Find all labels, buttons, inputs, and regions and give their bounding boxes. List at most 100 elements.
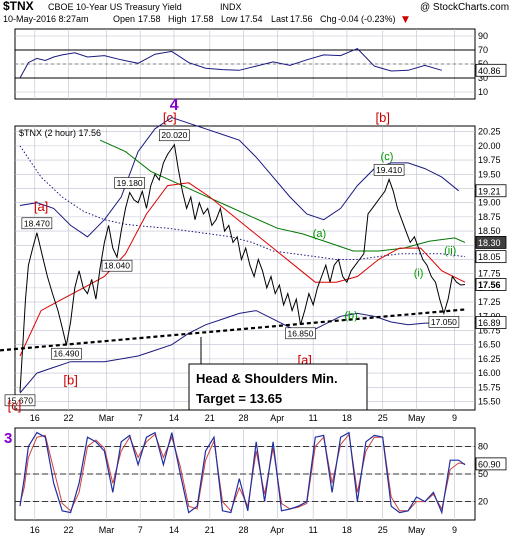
price-xtick-label: 18 [342, 413, 352, 423]
annotation-line-2: Target = 13.65 [196, 391, 282, 406]
stoch-xtick-label: 9 [452, 525, 457, 535]
price-xtick-label: Mar [99, 413, 115, 423]
annotation-line-1: Head & Shoulders Min. [196, 371, 338, 386]
stoch-xtick-label: 14 [169, 525, 179, 535]
last-label: Last [271, 14, 289, 24]
price-ytick-label: 20.25 [478, 127, 501, 137]
rsi-last-value: 40.86 [478, 66, 501, 76]
price-ytick-label: 20.00 [478, 141, 501, 151]
price-layer: 20.2520.0019.7519.5019.2519.0018.7518.50… [0, 110, 507, 423]
high-value: 17.58 [191, 14, 214, 24]
price-label-box [21, 217, 53, 230]
stoch-xtick-label: 28 [239, 525, 249, 535]
stoch-slow-line [19, 433, 466, 512]
stoch-xtick-label: 11 [308, 525, 317, 535]
wave-label: (ii) [444, 245, 456, 257]
wave-label: [a] [34, 199, 48, 214]
price-right-badge-value: 19.21 [478, 186, 501, 196]
stoch-xtick-label: 7 [138, 525, 143, 535]
ma-red-line [19, 182, 466, 357]
down-arrow-icon: ▼ [402, 15, 409, 25]
stoch-ytick-label: 80 [478, 441, 488, 451]
price-label: 17.050 [431, 317, 457, 327]
price-xtick-label: 7 [138, 413, 143, 423]
rsi-last-badge [475, 63, 507, 77]
stoch-xtick-label: May [408, 525, 426, 535]
price-label: 18.040 [104, 261, 130, 271]
rsi-ytick-label: 70 [478, 45, 488, 55]
price-label-box [428, 316, 460, 328]
price-label: 19.180 [117, 178, 143, 188]
rsi-layer: 907050301040.864 [15, 29, 507, 114]
price-label-box [159, 129, 190, 142]
chg-label: Chg [320, 14, 337, 24]
price-right-badge [475, 236, 507, 249]
price-ytick-label: 18.50 [478, 226, 501, 236]
price-label-box [114, 177, 145, 189]
chart-datetime: 10-May-2016 8:27am [3, 14, 89, 24]
wave-label: (c) [381, 151, 394, 163]
wave-label: [c] [8, 398, 22, 413]
wave-label: (a) [313, 228, 326, 240]
stoch-xtick-label: 21 [205, 525, 215, 535]
stoch-xtick-label: 18 [342, 525, 352, 535]
watermark: @ StockCharts.com [420, 2, 509, 13]
price-right-badge-value: 18.05 [478, 252, 501, 262]
stoch-layer: 80 50 20 60.90 3 16 22 Mar 7 14 21 28 Apr 11 18 25 May 9 [4, 428, 507, 535]
open-label: Open [113, 14, 135, 24]
price-label: 16.850 [287, 328, 313, 338]
price-right-badge-value: 16.89 [478, 318, 501, 328]
price-xtick-label: 11 [308, 413, 317, 423]
price-label: 20.020 [161, 130, 187, 140]
price-label-box [373, 164, 405, 176]
price-label: 15.670 [7, 395, 33, 405]
stoch-ytick-label: 50 [478, 469, 488, 479]
price-xtick-label: 22 [63, 413, 73, 423]
price-ytick-label: 16.75 [478, 325, 501, 335]
chart-description: CBOE 10-Year US Treasury Yield [48, 2, 182, 12]
wave-label: [b] [63, 372, 77, 387]
price-xtick-label: 28 [239, 413, 249, 423]
price-label: 19.410 [376, 165, 402, 175]
stoch-xtick-label: 16 [30, 525, 40, 535]
chg-value: -0.04 (-0.23%) [338, 14, 396, 24]
price-ytick-label: 16.25 [478, 354, 501, 364]
price-xtick-label: 9 [452, 413, 457, 423]
price-xtick-label: Apr [270, 413, 284, 423]
stoch-last-badge [475, 457, 507, 471]
stoch-xtick-label: Mar [99, 525, 115, 535]
stoch-ytick-label: 20 [478, 497, 488, 507]
wave-label: [c] [163, 110, 177, 125]
wave-label: [b] [376, 110, 390, 125]
price-label-box [4, 394, 36, 407]
price-right-badge [475, 184, 507, 198]
price-right-badge [475, 316, 507, 329]
stoch-xtick-label: 22 [63, 525, 73, 535]
price-ytick-label: 15.50 [478, 396, 501, 406]
price-right-badge-value: 17.56 [478, 280, 501, 290]
price-label-box [285, 327, 316, 340]
rsi-ytick-label: 30 [478, 73, 488, 83]
price-label-box [51, 347, 82, 360]
low-label: Low [221, 14, 238, 24]
price-right-badge [475, 278, 507, 291]
price-ytick-label: 19.50 [478, 169, 501, 179]
rsi-ytick-label: 90 [478, 31, 488, 41]
price-ytick-label: 19.75 [478, 155, 501, 165]
last-value: 17.56 [290, 14, 313, 24]
price-line [19, 143, 466, 392]
price-ytick-label: 18.75 [478, 212, 501, 222]
annotation-box [188, 363, 368, 411]
bollinger-lower-line [19, 310, 459, 394]
price-ytick-label: 19.00 [478, 198, 501, 208]
price-right-badge-value: 18.30 [478, 238, 501, 248]
high-label: High [168, 14, 187, 24]
price-xtick-label: 25 [378, 413, 388, 423]
price-xtick-label: 21 [205, 413, 215, 423]
chart-exchange: INDX [220, 2, 242, 12]
wave-label: (b) [344, 310, 357, 322]
price-title: $TNX (2 hour) 17.56 [19, 128, 101, 138]
price-ytick-label: 15.75 [478, 382, 501, 392]
price-xtick-label: 14 [169, 413, 179, 423]
open-value: 17.58 [138, 14, 161, 24]
